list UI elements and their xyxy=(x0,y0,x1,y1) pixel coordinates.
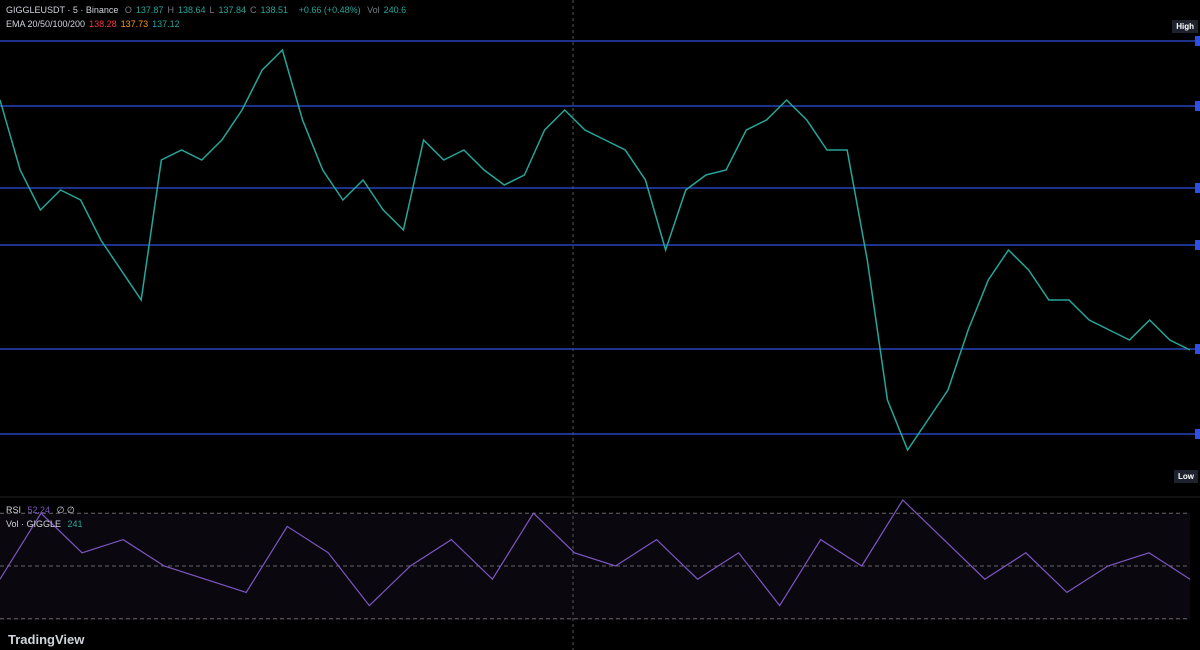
ohlc-label: O xyxy=(124,5,132,15)
price-line xyxy=(0,48,1191,452)
change: +0.66 (+0.48%) xyxy=(298,5,361,15)
rsi-value: 52.24 xyxy=(27,505,51,515)
vol-panel-value: 241 xyxy=(67,519,83,529)
vol-label: Vol xyxy=(367,5,380,15)
rsi-label: RSI xyxy=(6,505,22,515)
level-handle xyxy=(1195,101,1200,111)
ohlc-value: 137.84 xyxy=(218,5,247,15)
vol-legend: Vol · GIGGLE 241 xyxy=(6,519,87,529)
rsi-line xyxy=(0,499,1191,607)
vol-panel-label: Vol · GIGGLE xyxy=(6,519,62,529)
level-handle xyxy=(1195,344,1200,354)
ohlc: O 137.87 H 138.64 L 137.84 C 138.51 xyxy=(125,5,292,15)
vol-value: 240.6 xyxy=(383,5,407,15)
header: GIGGLEUSDT · 5 · Binance O 137.87 H 138.64 L… xyxy=(6,5,410,15)
ema-value: 137.73 xyxy=(120,19,149,29)
brand: TradingView xyxy=(8,632,85,647)
ohlc-value: 138.51 xyxy=(260,5,289,15)
ohlc-label: H xyxy=(167,5,174,15)
ohlc-label: L xyxy=(209,5,215,15)
ema-value: 137.12 xyxy=(152,19,180,29)
ohlc-value: 138.64 xyxy=(177,5,206,15)
level-handle xyxy=(1195,183,1200,193)
level-handle xyxy=(1195,240,1200,250)
symbol: GIGGLEUSDT · 5 · Binance xyxy=(6,5,119,15)
low-badge: Low xyxy=(1174,470,1198,483)
high-badge: High xyxy=(1172,20,1198,33)
ema-label: EMA 20/50/100/200 xyxy=(6,19,86,29)
ema-legend: EMA 20/50/100/200 138.28 137.73 137.12 xyxy=(6,19,188,29)
level-handle xyxy=(1195,36,1200,46)
ema-value: 138.28 xyxy=(89,19,117,29)
ohlc-value: 137.87 xyxy=(135,5,164,15)
level-handle xyxy=(1195,429,1200,439)
rsi-extra: ∅ ∅ xyxy=(56,505,75,515)
ohlc-label: C xyxy=(250,5,257,15)
rsi-legend: RSI 52.24 ∅ ∅ xyxy=(6,505,79,516)
